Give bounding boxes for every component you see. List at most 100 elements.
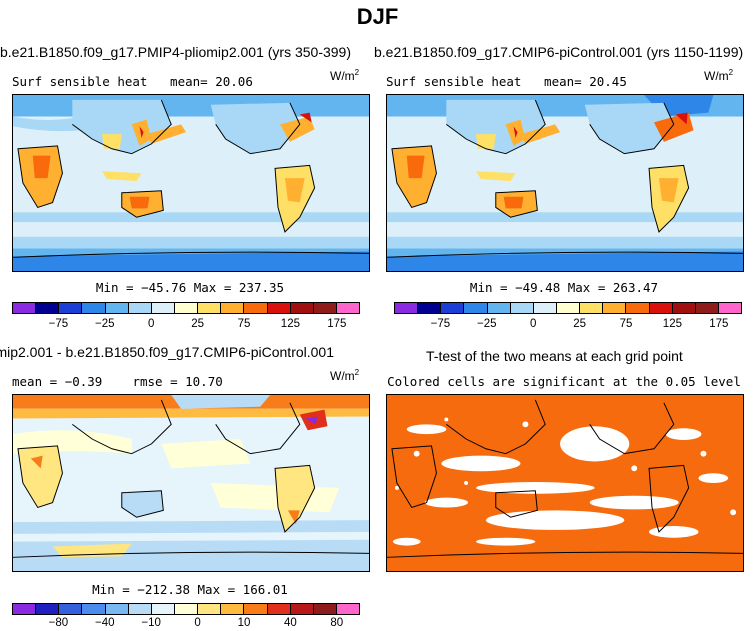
diff-title-clip: b.e21.B1850.f09_g17.PMIP4-pliomip2.001 -…: [0, 344, 374, 360]
page-title: DJF: [356, 4, 399, 29]
colorbar: [12, 603, 360, 615]
colorbar-tick-label: 125: [662, 318, 682, 330]
colorbar-swatch: [335, 604, 360, 614]
map-bottom-right: [386, 394, 744, 572]
colorbar-swatch: [440, 303, 464, 313]
minmax-top-right: Min = −49.48 Max = 263.47: [469, 280, 659, 295]
colorbar-tick-label: 0: [529, 318, 537, 330]
units-top-left: W/m2: [330, 68, 360, 83]
colorbar-swatch: [243, 303, 267, 313]
units-bottom-left: W/m2: [330, 368, 360, 383]
colorbar-swatch: [150, 604, 174, 614]
field-label-top-left: Surf sensible heat mean= 20.06: [12, 74, 253, 89]
colorbar-swatch: [532, 303, 556, 313]
colorbar-swatch: [486, 303, 510, 313]
map-bottom-left: [12, 394, 370, 572]
colorbar-swatch: [417, 303, 441, 313]
colorbar-ticks-top-left: −75 −25 0 25 75 125 175: [12, 318, 360, 334]
mean-label: mean =: [12, 374, 58, 389]
colorbar-swatch: [335, 303, 360, 313]
colorbar-swatch: [717, 303, 742, 313]
colorbar-swatch: [579, 303, 603, 313]
colorbar-tick-label: −25: [477, 318, 497, 330]
colorbar-tick-label: −25: [95, 318, 115, 330]
colorbar-tick-label: −10: [141, 617, 161, 629]
colorbar: [12, 302, 360, 314]
colorbar-top-left: [12, 302, 360, 314]
sensible-heat-map: [387, 95, 743, 271]
mean-label: mean=: [170, 74, 208, 89]
colorbar-tick-label: 0: [194, 617, 201, 629]
colorbar-tick-label: 75: [237, 318, 251, 330]
colorbar-swatch: [266, 604, 290, 614]
difference-map: [13, 395, 369, 571]
colorbar-tick-label: 175: [327, 318, 347, 330]
colorbar-swatch: [220, 303, 244, 313]
colorbar-swatch: [625, 303, 649, 313]
colorbar-swatch: [671, 303, 695, 313]
field-name: Surf sensible heat: [386, 74, 522, 89]
ttest-title: T-test of the two means at each grid poi…: [426, 348, 683, 364]
colorbar-top-right: [394, 302, 742, 314]
colorbar-swatch: [289, 604, 313, 614]
colorbar-swatch: [266, 303, 290, 313]
rmse-label: rmse =: [132, 374, 178, 389]
colorbar-swatch: [58, 604, 82, 614]
colorbar-swatch: [395, 303, 418, 313]
colorbar-tick-label: −40: [95, 617, 115, 629]
mean-value: −0.39: [64, 374, 103, 389]
colorbar-swatch: [694, 303, 718, 313]
colorbar-swatch: [35, 303, 59, 313]
stats-bottom-left: mean = −0.39 rmse = 10.70: [12, 374, 223, 389]
colorbar-swatch: [555, 303, 580, 313]
colorbar-swatch: [150, 303, 174, 313]
colorbar-swatch: [13, 303, 36, 313]
colorbar-swatch: [289, 303, 313, 313]
colorbar-swatch: [35, 604, 59, 614]
case-name-top-right: b.e21.B1850.f09_g17.CMIP6-piControl.001 …: [374, 44, 744, 60]
colorbar-tick-label: −80: [48, 617, 69, 629]
colorbar-tick-label: 75: [619, 318, 633, 330]
sensible-heat-map: [13, 95, 369, 271]
case-name-top-left: b.e21.B1850.f09_g17.PMIP4-pliomip2.001 (…: [0, 44, 351, 60]
field-name: Surf sensible heat: [12, 74, 148, 89]
colorbar-swatch: [127, 303, 151, 313]
colorbar-swatch: [81, 303, 105, 313]
colorbar-tick-label: −75: [48, 318, 69, 330]
colorbar-swatch: [197, 604, 221, 614]
rmse-value: 10.70: [185, 374, 223, 389]
colorbar-ticks-top-right: −75 −25 0 25 75 125 175: [394, 318, 742, 334]
colorbar-swatch: [312, 604, 336, 614]
colorbar-ticks-bottom-left: −80 −40 −10 0 10 40 80: [12, 617, 360, 631]
colorbar-swatch: [58, 303, 82, 313]
colorbar-tick-label: 40: [283, 617, 297, 629]
mean-label: mean=: [544, 74, 582, 89]
colorbar: [394, 302, 742, 314]
colorbar-swatch: [220, 604, 244, 614]
minmax-top-left: Min = −45.76 Max = 237.35: [95, 280, 285, 295]
units-top-right: W/m2: [704, 68, 734, 83]
colorbar-tick-label: 25: [191, 318, 204, 330]
colorbar-tick-label: 25: [573, 318, 586, 330]
colorbar-swatch: [104, 303, 128, 313]
colorbar-swatch: [463, 303, 487, 313]
colorbar-swatch: [104, 604, 128, 614]
colorbar-swatch: [509, 303, 533, 313]
mean-value: 20.45: [589, 74, 627, 89]
mean-value: 20.06: [215, 74, 253, 89]
colorbar-tick-label: 125: [280, 318, 300, 330]
colorbar-swatch: [81, 604, 105, 614]
colorbar-swatch: [648, 303, 672, 313]
map-top-right: [386, 94, 744, 272]
colorbar-swatch: [127, 604, 151, 614]
colorbar-tick-label: 80: [330, 617, 344, 629]
colorbar-swatch: [602, 303, 626, 313]
colorbar-swatch: [197, 303, 221, 313]
colorbar-swatch: [13, 604, 36, 614]
field-label-top-right: Surf sensible heat mean= 20.45: [386, 74, 627, 89]
colorbar-swatch: [243, 604, 267, 614]
significance-map: [387, 395, 743, 571]
colorbar-tick-label: 0: [147, 318, 155, 330]
map-top-left: [12, 94, 370, 272]
minmax-bottom-left: Min = −212.38 Max = 166.01: [92, 582, 288, 597]
